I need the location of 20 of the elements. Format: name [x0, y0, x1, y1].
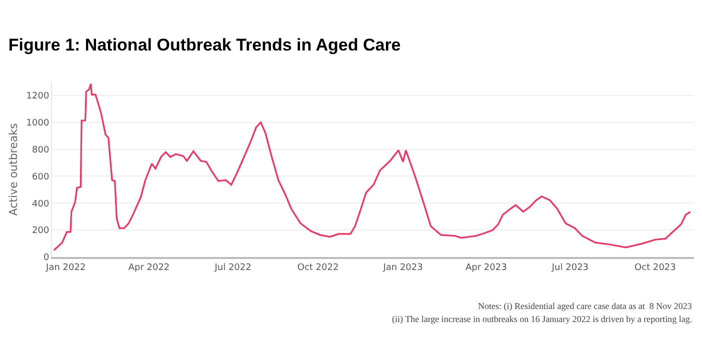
- x-tick-label: Apr 2022: [128, 262, 170, 273]
- y-tick-label: 1200: [26, 92, 50, 102]
- text: (ii) The large increase in outbreaks on 16 January 2022 is driven by a reporting lag.: [392, 314, 692, 324]
- x-tick-label: Apr 2023: [465, 262, 507, 273]
- y-tick-label: 400: [32, 199, 50, 210]
- y-tick-label: 0: [43, 253, 50, 264]
- x-tick-label: Oct 2022: [297, 262, 339, 273]
- y-tick-label: 200: [32, 226, 50, 236]
- y-tick-label: 800: [32, 145, 50, 156]
- x-tick-label: Jul 2023: [550, 262, 589, 273]
- chart-title: Figure 1: National Outbreak Trends in Aged Care: [8, 35, 401, 54]
- y-axis-title: Active outbreaks: [6, 123, 20, 216]
- x-tick-label: Jan 2023: [382, 262, 423, 273]
- line-series: [53, 83, 692, 252]
- x-tick-label: Oct 2023: [634, 262, 676, 273]
- text: Notes: (i) Residential aged care case data as at 8 Nov 2023: [478, 301, 692, 311]
- x-tick-label: Jan 2022: [45, 262, 86, 273]
- x-tick-label: Jul 2022: [214, 262, 252, 273]
- y-tick-label: 600: [32, 172, 50, 182]
- y-tick-label: 1000: [26, 118, 50, 129]
